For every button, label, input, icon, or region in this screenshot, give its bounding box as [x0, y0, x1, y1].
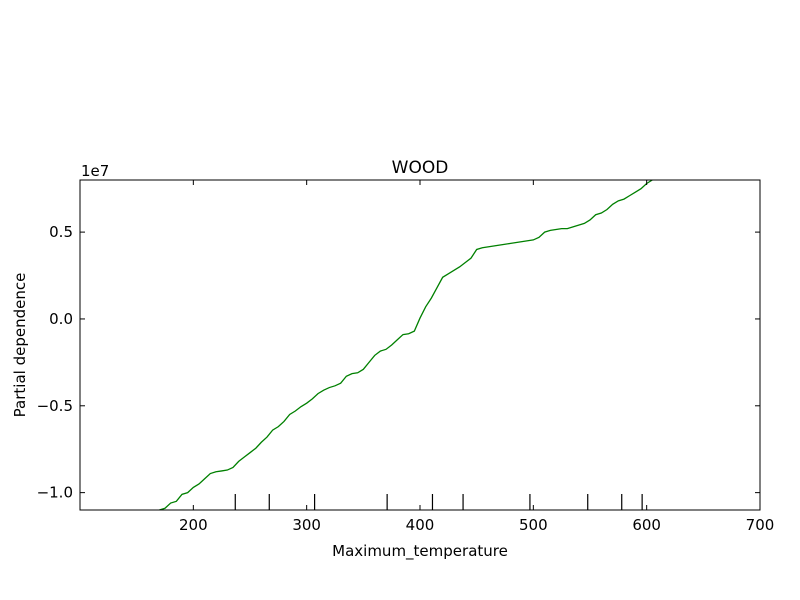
plot-frame	[79, 179, 761, 511]
x-tick-label-3: 500	[519, 516, 548, 534]
x-axis-label: Maximum_temperature	[332, 542, 508, 561]
y-tick-label-2: 0.0	[49, 310, 73, 328]
y-offset-label: 1e7	[81, 162, 109, 180]
rug-marks	[234, 494, 643, 510]
x-tick-label-1: 300	[292, 516, 321, 534]
x-tick-label-2: 400	[406, 516, 435, 534]
x-tick-label-5: 700	[746, 516, 775, 534]
y-axis-label: Partial dependence	[11, 273, 29, 418]
x-axis-ticks: 200 300 400 500 600 700	[179, 180, 774, 534]
x-tick-label-0: 200	[179, 516, 208, 534]
y-tick-label-1: −0.5	[37, 397, 73, 415]
series-group	[159, 180, 653, 510]
chart-title: WOOD	[392, 158, 449, 178]
y-tick-label-0: −1.0	[37, 484, 73, 502]
y-axis-ticks: −1.0 −0.5 0.0 0.5	[37, 223, 760, 502]
series-line-0	[159, 180, 653, 510]
x-tick-label-4: 600	[632, 516, 661, 534]
y-tick-label-3: 0.5	[49, 223, 73, 241]
